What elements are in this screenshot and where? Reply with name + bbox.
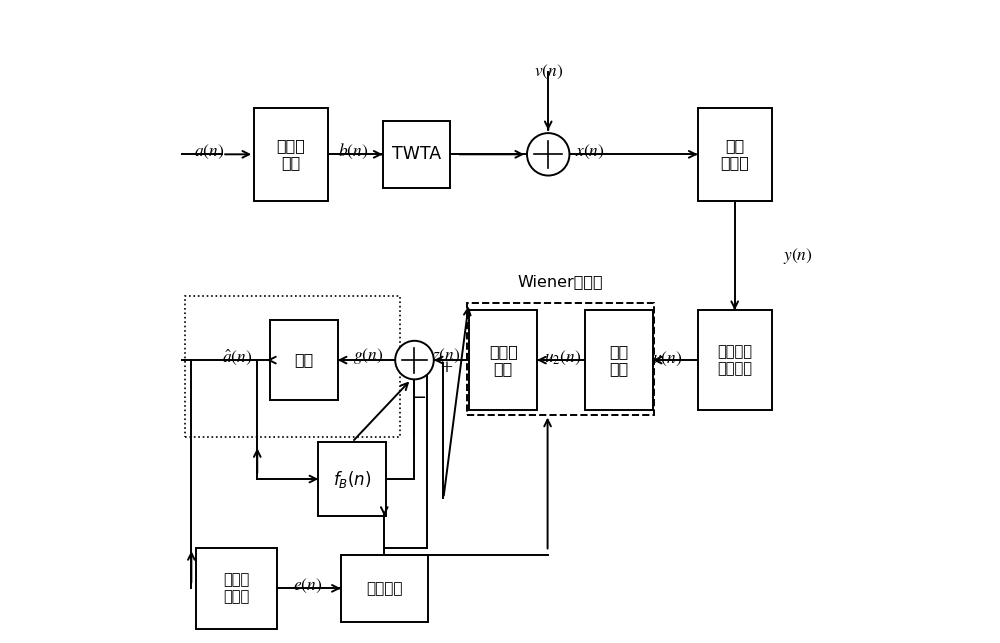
Bar — [383, 121, 450, 188]
Text: 误差生
成函数: 误差生 成函数 — [223, 572, 249, 604]
Circle shape — [527, 133, 569, 176]
Text: 发送滤
波器: 发送滤 波器 — [277, 138, 305, 170]
Text: $a(n)$: $a(n)$ — [194, 143, 224, 161]
Bar — [698, 107, 772, 201]
Text: 线性
模块: 线性 模块 — [609, 344, 629, 376]
Text: $-$: $-$ — [411, 387, 426, 405]
Text: $\hat{a}(n)$: $\hat{a}(n)$ — [222, 348, 252, 367]
Bar — [270, 320, 338, 400]
Text: $u(n)$: $u(n)$ — [652, 350, 683, 368]
Bar — [341, 554, 428, 622]
Bar — [469, 311, 537, 410]
Circle shape — [395, 341, 434, 379]
Text: $z(n)$: $z(n)$ — [432, 347, 461, 365]
Bar — [467, 303, 654, 415]
Bar — [585, 311, 653, 410]
Text: TWTA: TWTA — [392, 145, 441, 163]
Text: $v(n)$: $v(n)$ — [534, 63, 563, 81]
Text: Wiener均衡器: Wiener均衡器 — [518, 275, 603, 289]
Text: 非线性
模块: 非线性 模块 — [489, 344, 518, 376]
Text: $b(n)$: $b(n)$ — [338, 142, 369, 161]
Text: $x(n)$: $x(n)$ — [575, 143, 605, 161]
Bar — [185, 296, 400, 437]
Bar — [318, 442, 386, 516]
Text: 正交多小
波变换器: 正交多小 波变换器 — [717, 344, 752, 376]
Bar — [698, 311, 772, 410]
Text: 接收
滤波器: 接收 滤波器 — [720, 138, 749, 170]
Bar — [196, 548, 277, 629]
Text: $f_B(n)$: $f_B(n)$ — [333, 469, 371, 489]
Text: $e(n)$: $e(n)$ — [293, 577, 322, 595]
Text: 判决: 判决 — [294, 352, 314, 368]
Text: $u_2(n)$: $u_2(n)$ — [544, 349, 581, 367]
Text: $y(n)$: $y(n)$ — [783, 246, 812, 266]
Text: $g(n)$: $g(n)$ — [353, 346, 383, 367]
Text: 更新方法: 更新方法 — [366, 581, 403, 596]
Text: +: + — [439, 359, 453, 376]
Bar — [254, 107, 328, 201]
